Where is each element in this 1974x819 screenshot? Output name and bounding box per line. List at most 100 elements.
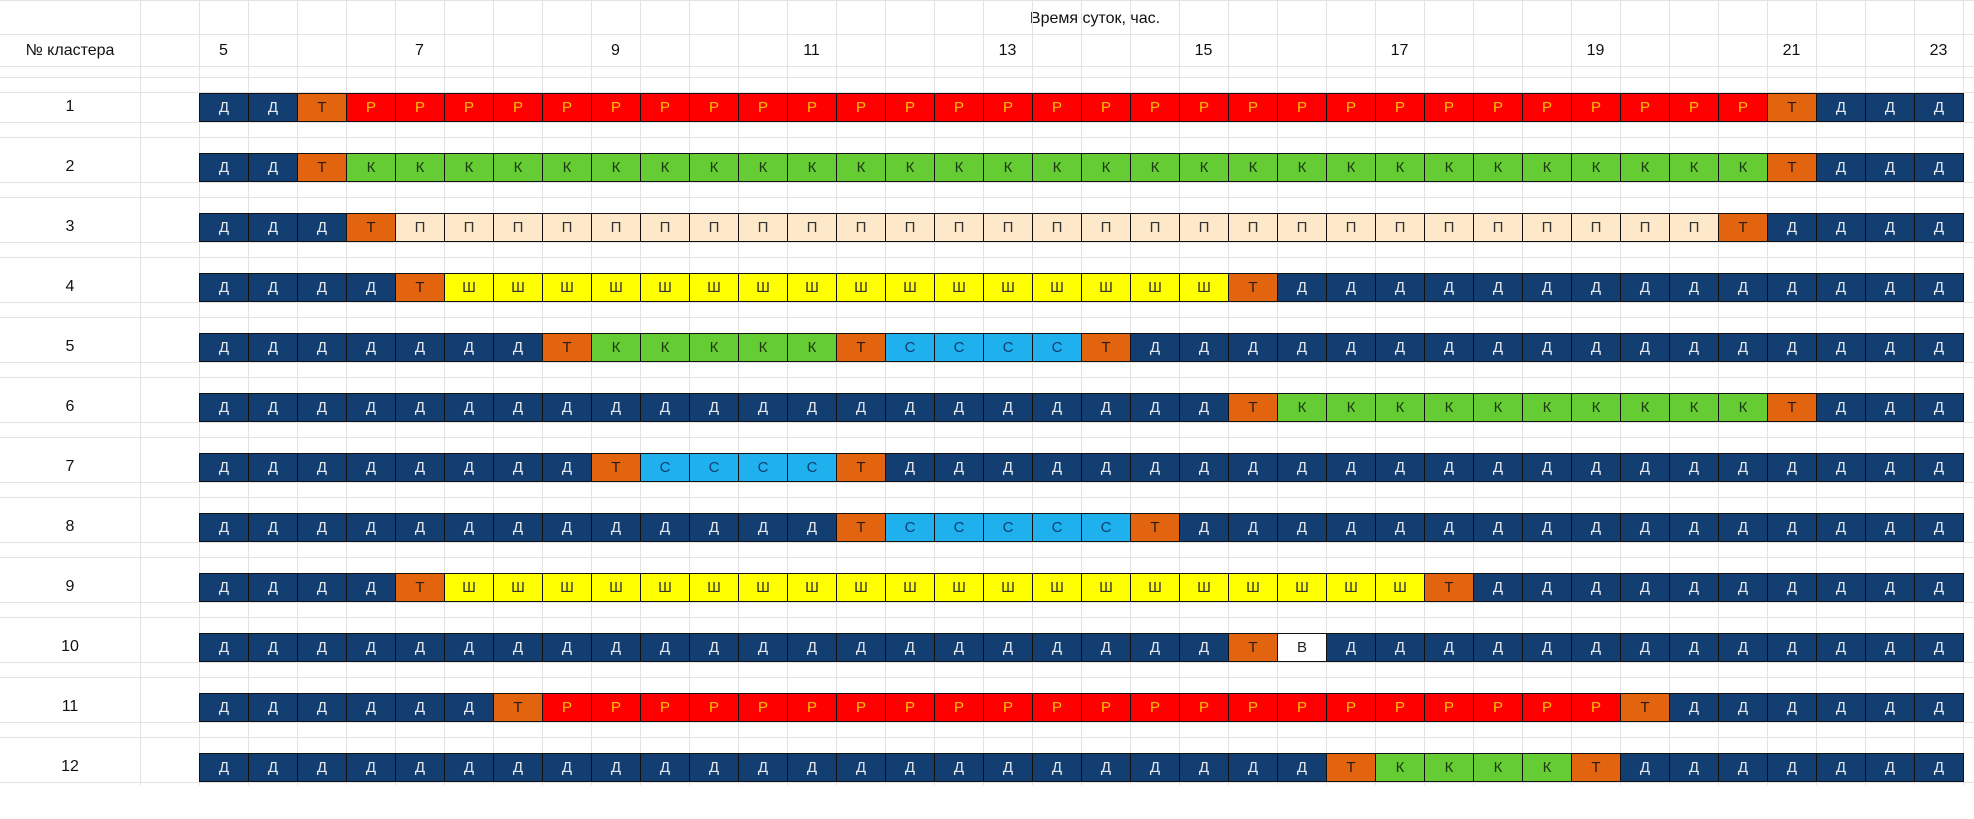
schedule-cell: Д bbox=[983, 753, 1033, 782]
schedule-cell: Ш bbox=[787, 273, 837, 302]
schedule-cell: Т bbox=[1424, 573, 1474, 602]
grid-line bbox=[0, 0, 1974, 1]
schedule-cell: Д bbox=[395, 693, 445, 722]
schedule-cell: Д bbox=[1375, 513, 1425, 542]
schedule-cell: Ш bbox=[444, 273, 494, 302]
schedule-cell: Д bbox=[1228, 333, 1278, 362]
schedule-cell: Т bbox=[1767, 393, 1817, 422]
grid-line bbox=[0, 242, 1974, 243]
schedule-cell: К bbox=[1326, 393, 1376, 422]
schedule-cell: Д bbox=[199, 693, 249, 722]
schedule-cell: Т bbox=[395, 273, 445, 302]
grid-line bbox=[140, 0, 141, 785]
schedule-cell: К bbox=[787, 153, 837, 182]
grid-line bbox=[0, 137, 1974, 138]
cluster-number: 11 bbox=[61, 698, 79, 715]
schedule-cell: Ш bbox=[1081, 573, 1131, 602]
grid-line bbox=[444, 0, 445, 785]
schedule-cell: Р bbox=[787, 93, 837, 122]
schedule-cell: Д bbox=[1816, 93, 1866, 122]
schedule-cell: Д bbox=[1767, 273, 1817, 302]
schedule-cell: Д bbox=[248, 273, 298, 302]
schedule-cell: Т bbox=[836, 513, 886, 542]
schedule-cell: Д bbox=[1179, 513, 1229, 542]
grid-line bbox=[1865, 0, 1866, 785]
schedule-cell: Д bbox=[1914, 273, 1964, 302]
schedule-cell: Д bbox=[1865, 573, 1915, 602]
schedule-cell: Д bbox=[1620, 333, 1670, 362]
schedule-cell: Д bbox=[1571, 333, 1621, 362]
schedule-cell: Д bbox=[1375, 633, 1425, 662]
schedule-cell: Ш bbox=[1326, 573, 1376, 602]
schedule-cell: Ш bbox=[1228, 573, 1278, 602]
schedule-cell: Д bbox=[1669, 633, 1719, 662]
schedule-cell: Ш bbox=[1375, 573, 1425, 602]
schedule-cell: Р bbox=[1718, 93, 1768, 122]
schedule-cell: Р bbox=[1277, 693, 1327, 722]
schedule-cell: Т bbox=[346, 213, 396, 242]
schedule-cell: Ш bbox=[493, 273, 543, 302]
schedule-cell: Т bbox=[836, 333, 886, 362]
schedule-cell: Р bbox=[444, 93, 494, 122]
schedule-cell: Д bbox=[983, 633, 1033, 662]
grid-line bbox=[1228, 0, 1229, 785]
schedule-cell: Т bbox=[395, 573, 445, 602]
schedule-cell: Д bbox=[689, 753, 739, 782]
schedule-cell: П bbox=[1669, 213, 1719, 242]
cluster-number: 7 bbox=[65, 458, 75, 475]
schedule-cell: С bbox=[1032, 333, 1082, 362]
schedule-cell: Д bbox=[444, 393, 494, 422]
schedule-cell: Р bbox=[983, 693, 1033, 722]
hour-label: 13 bbox=[998, 42, 1017, 59]
schedule-cell: Д bbox=[395, 753, 445, 782]
schedule-cell: Д bbox=[1277, 333, 1327, 362]
hour-label: 15 bbox=[1194, 42, 1213, 59]
schedule-cell: Д bbox=[1522, 573, 1572, 602]
schedule-cell: Д bbox=[444, 693, 494, 722]
schedule-cell: Д bbox=[1130, 753, 1180, 782]
schedule-cell: Д bbox=[1669, 693, 1719, 722]
grid-line bbox=[0, 782, 1974, 783]
grid-line bbox=[0, 722, 1974, 723]
schedule-cell: Р bbox=[836, 693, 886, 722]
schedule-cell: Ш bbox=[836, 273, 886, 302]
schedule-cell: К bbox=[689, 153, 739, 182]
schedule-cell: К bbox=[591, 153, 641, 182]
schedule-cell: К bbox=[346, 153, 396, 182]
schedule-cell: Р bbox=[542, 693, 592, 722]
schedule-cell: Д bbox=[297, 513, 347, 542]
schedule-cell: Д bbox=[248, 753, 298, 782]
schedule-cell: Д bbox=[248, 393, 298, 422]
schedule-cell: Д bbox=[1865, 393, 1915, 422]
schedule-cell: Д bbox=[444, 753, 494, 782]
schedule-cell: Ш bbox=[983, 573, 1033, 602]
schedule-cell: Д bbox=[542, 753, 592, 782]
schedule-cell: Д bbox=[591, 753, 641, 782]
schedule-cell: П bbox=[1277, 213, 1327, 242]
schedule-cell: С bbox=[1081, 513, 1131, 542]
schedule-cell: К bbox=[493, 153, 543, 182]
schedule-cell: Р bbox=[395, 93, 445, 122]
schedule-cell: Д bbox=[1865, 453, 1915, 482]
schedule-cell: Д bbox=[1718, 513, 1768, 542]
hour-label: 21 bbox=[1782, 42, 1801, 59]
grid-line bbox=[0, 77, 1974, 78]
schedule-cell: Д bbox=[493, 753, 543, 782]
schedule-cell: Д bbox=[297, 753, 347, 782]
schedule-cell: К bbox=[1718, 393, 1768, 422]
schedule-cell: Ш bbox=[542, 573, 592, 602]
grid-line bbox=[1081, 0, 1082, 785]
schedule-cell: Д bbox=[1914, 573, 1964, 602]
schedule-cell: Д bbox=[1865, 753, 1915, 782]
grid-line bbox=[297, 0, 298, 785]
schedule-cell: Д bbox=[199, 513, 249, 542]
schedule-cell: Д bbox=[395, 393, 445, 422]
schedule-cell: Д bbox=[199, 213, 249, 242]
schedule-cell: Д bbox=[836, 393, 886, 422]
schedule-cell: П bbox=[640, 213, 690, 242]
schedule-cell: Д bbox=[591, 393, 641, 422]
schedule-cell: Д bbox=[1865, 633, 1915, 662]
schedule-cell: Д bbox=[1424, 513, 1474, 542]
schedule-cell: Ш bbox=[444, 573, 494, 602]
schedule-cell: Ш bbox=[1277, 573, 1327, 602]
